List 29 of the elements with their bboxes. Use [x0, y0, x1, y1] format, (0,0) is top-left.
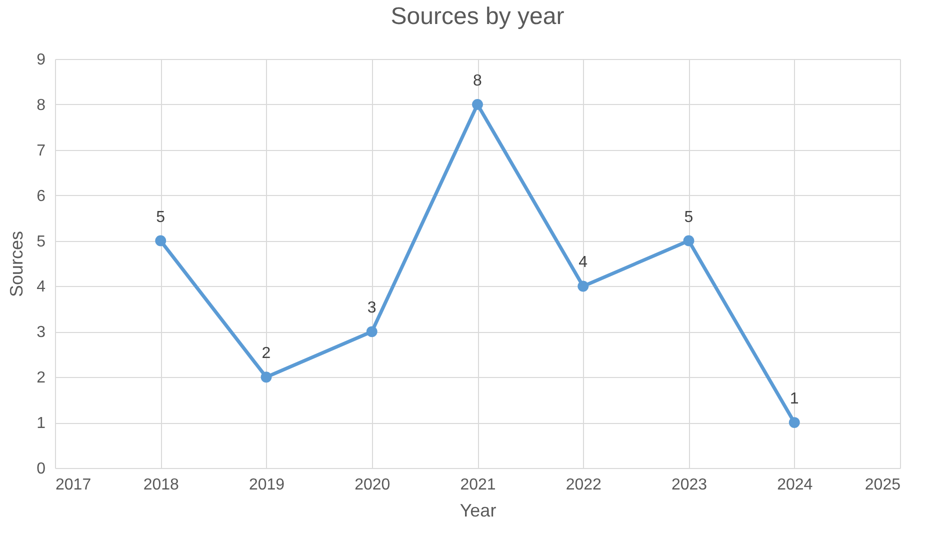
data-label: 3 [367, 300, 376, 317]
x-tick-label: 2017 [56, 476, 92, 494]
data-label: 5 [684, 208, 694, 226]
y-tick-label: 2 [36, 370, 46, 387]
x-tick-label: 2025 [864, 476, 901, 494]
x-tick-label: 2021 [460, 476, 496, 494]
x-axis-title: Year [460, 500, 496, 520]
y-tick-label: 3 [36, 324, 46, 342]
y-tick-label: 4 [36, 278, 46, 296]
data-label: 4 [578, 254, 588, 272]
data-label: 1 [790, 390, 799, 408]
y-tick-label: 9 [36, 52, 46, 68]
x-tick-label: 2020 [354, 476, 390, 494]
data-label: 5 [156, 208, 166, 226]
data-label: 2 [262, 345, 271, 362]
x-tick-label: 2024 [777, 476, 813, 494]
y-tick-label: 6 [36, 188, 46, 205]
chart-title: Sources by year [390, 3, 564, 30]
data-label: 8 [473, 72, 482, 90]
x-tick-label: 2018 [143, 476, 180, 494]
y-tick-label: 8 [36, 96, 46, 114]
y-tick-label: 7 [36, 142, 46, 160]
y-axis-title: Sources [6, 230, 27, 298]
y-tick-label: 0 [36, 460, 46, 478]
y-tick-label: 1 [36, 415, 46, 432]
x-tick-label: 2022 [566, 476, 602, 494]
x-tick-label: 2019 [248, 476, 285, 494]
y-tick-label: 5 [36, 233, 46, 250]
x-tick-label: 2023 [671, 476, 708, 494]
